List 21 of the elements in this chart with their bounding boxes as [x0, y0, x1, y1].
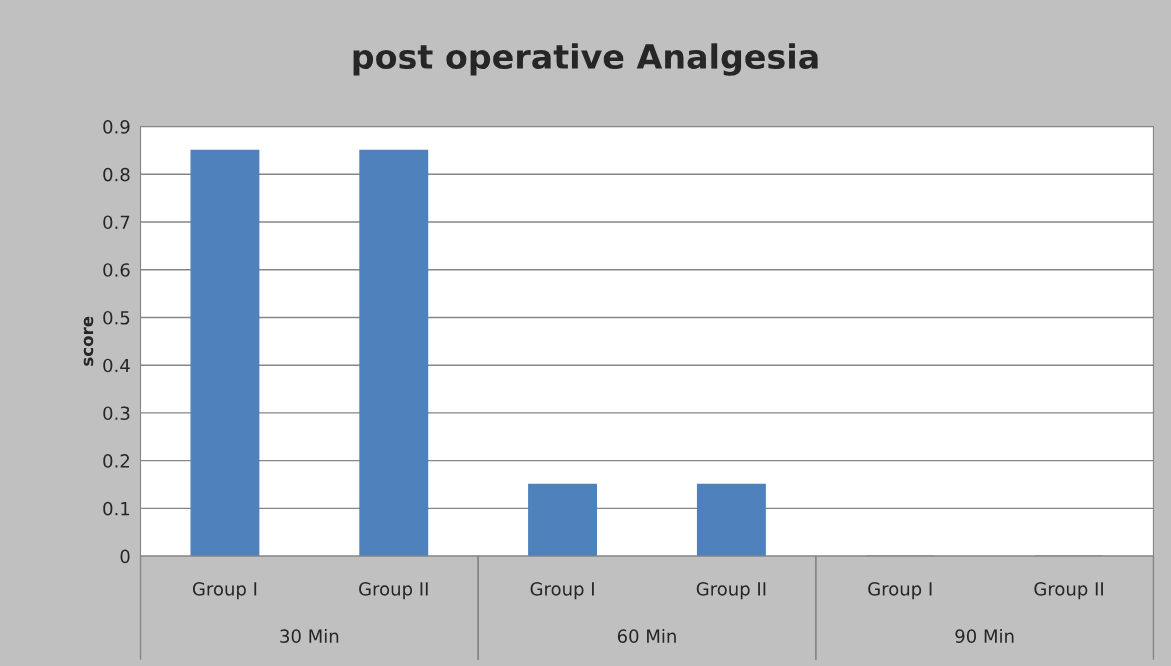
y-tick-label: 0.1 [103, 501, 130, 516]
text: 90 Min [955, 628, 1014, 643]
y-tick-label: 0.2 [103, 454, 129, 468]
text: 30 Min [280, 628, 339, 643]
y-tick-label: 0.5 [103, 310, 130, 325]
y-tick-label: 0.8 [103, 167, 130, 182]
y-tick-label: 0.3 [103, 406, 130, 421]
x-tick-label: Group II [359, 582, 428, 600]
y-tick-label: 0.4 [103, 358, 130, 373]
y-tick-label: 0.6 [103, 263, 130, 277]
x-tick-label: Group I [530, 582, 594, 600]
text: 60 Min [617, 628, 676, 643]
y-axis-title: score [83, 316, 94, 366]
x-tick-label: Group II [696, 582, 766, 600]
y-tick-label: 0 [120, 549, 130, 564]
x-tick-label: Group I [868, 582, 932, 600]
y-tick-label: 0.9 [103, 120, 130, 134]
x-tick-label: Group II [1034, 582, 1103, 600]
chart-title: post operative Analgesia [353, 43, 818, 76]
x-tick-label: Group I [192, 582, 257, 600]
y-tick-label: 0.7 [103, 215, 130, 230]
